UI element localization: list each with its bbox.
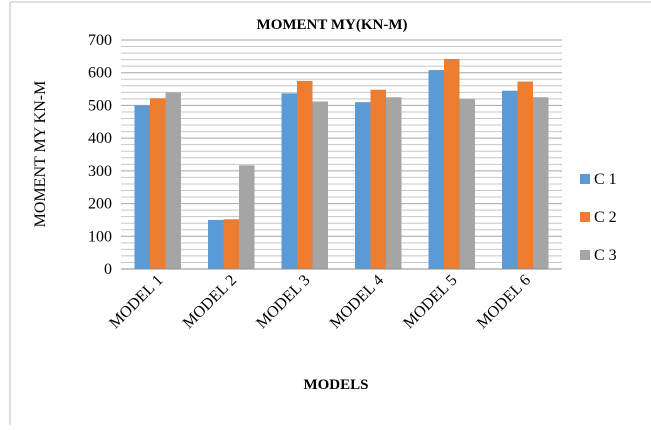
x-tick-label: MODEL 2 <box>180 272 240 332</box>
x-tick-label: MODEL 3 <box>253 272 313 332</box>
chart-title: MOMENT MY(KN-M) <box>257 17 408 33</box>
legend-swatch <box>580 250 590 260</box>
bar-c3-5 <box>460 99 476 269</box>
bar-c2-6 <box>518 82 534 269</box>
legend: C 1 C 2 C 3 <box>580 171 617 264</box>
gridlines <box>121 40 562 262</box>
bar-c1-6 <box>502 91 518 269</box>
bar-c2-3 <box>297 81 313 269</box>
y-tick-label: 100 <box>88 228 112 245</box>
legend-label: C 3 <box>594 247 617 264</box>
bar-c1-3 <box>282 93 298 269</box>
y-tick-label: 400 <box>88 130 112 147</box>
bar-c2-4 <box>371 90 387 269</box>
legend-swatch <box>580 174 590 184</box>
y-tick-label: 600 <box>88 65 112 82</box>
y-tick-labels: 0 100 200 300 400 500 600 700 <box>88 32 112 278</box>
bar-c3-6 <box>533 97 549 269</box>
y-tick-label: 300 <box>88 163 112 180</box>
bar-c2-1 <box>150 98 166 269</box>
y-tick-label: 700 <box>88 32 112 49</box>
bar-c1-4 <box>355 102 371 269</box>
x-tick-label: MODEL 4 <box>327 272 387 332</box>
bar-c2-2 <box>224 219 240 269</box>
legend-label: C 2 <box>594 209 617 226</box>
x-tick-label: MODEL 5 <box>400 272 460 332</box>
y-tick-label: 0 <box>104 261 112 278</box>
y-tick-label: 200 <box>88 196 112 213</box>
bar-c2-5 <box>444 59 460 269</box>
bar-c3-3 <box>313 102 329 269</box>
bar-c3-4 <box>386 97 402 269</box>
legend-swatch <box>580 212 590 222</box>
x-axis-label: MODELS <box>303 377 368 393</box>
y-tick-label: 500 <box>88 97 112 114</box>
bar-c3-1 <box>166 92 182 269</box>
legend-label: C 1 <box>594 171 617 188</box>
bar-c1-1 <box>135 105 151 269</box>
bar-c3-2 <box>239 165 255 269</box>
x-tick-label: MODEL 1 <box>106 272 166 332</box>
bar-c1-2 <box>208 220 224 269</box>
x-tick-labels: MODEL 1 MODEL 2 MODEL 3 MODEL 4 MODEL 5 MODEL… <box>106 272 534 332</box>
x-tick-label: MODEL 6 <box>474 272 534 332</box>
bar-c1-5 <box>429 70 445 269</box>
y-axis-label: MOMENT MY KN-M <box>32 81 49 228</box>
